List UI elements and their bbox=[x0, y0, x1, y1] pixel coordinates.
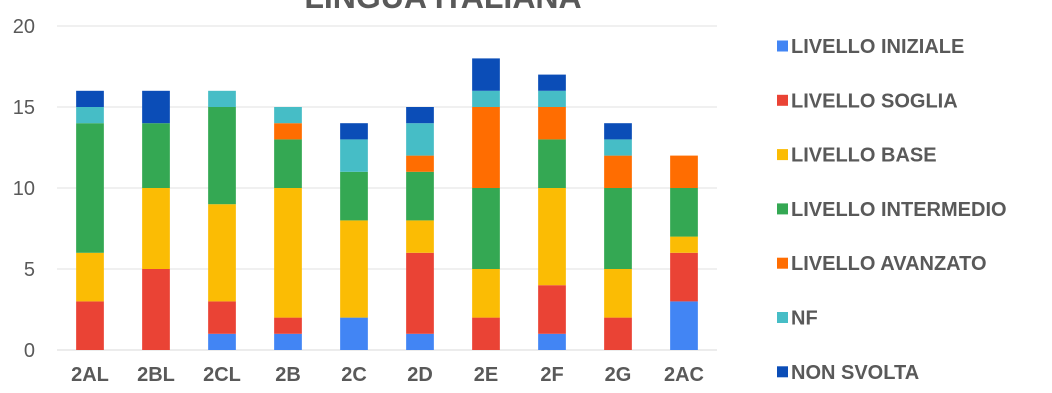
legend-swatch bbox=[777, 257, 788, 269]
legend-swatch bbox=[777, 94, 788, 106]
bar-segment bbox=[208, 107, 236, 205]
x-tick-label: 2E bbox=[474, 364, 498, 386]
x-axis-ticks: 2AL 2BL 2CL 2B 2C 2D 2E 2F 2G 2AC bbox=[71, 364, 704, 386]
y-tick-label: 5 bbox=[24, 259, 35, 281]
bar-segment bbox=[670, 236, 698, 253]
bar-segment bbox=[472, 188, 500, 269]
bar-segment bbox=[472, 58, 500, 91]
bar-segment bbox=[274, 188, 302, 318]
bar-segment bbox=[538, 188, 566, 286]
bar-segment bbox=[670, 155, 698, 188]
bar-segment bbox=[76, 123, 104, 253]
bar-segment bbox=[538, 333, 566, 350]
bar-segment bbox=[538, 285, 566, 334]
bar-segment bbox=[142, 269, 170, 350]
x-tick-label: 2F bbox=[540, 364, 563, 386]
bar-segment bbox=[406, 220, 434, 253]
y-tick-label: 15 bbox=[13, 97, 35, 119]
bar-segment bbox=[406, 171, 434, 221]
bar-segment bbox=[670, 301, 698, 350]
bar-segment bbox=[208, 333, 236, 350]
bar-segment bbox=[274, 139, 302, 188]
bar-segment bbox=[604, 188, 632, 269]
legend-swatch bbox=[777, 203, 788, 215]
bar-segment bbox=[142, 188, 170, 269]
chart-title: LINGUA ITALIANA bbox=[304, 0, 581, 15]
legend: LIVELLO INIZIALE LIVELLO SOGLIA LIVELLO BA… bbox=[777, 36, 1007, 384]
legend-swatch bbox=[777, 149, 788, 161]
x-tick-label: 2D bbox=[407, 364, 433, 386]
bar-segment bbox=[538, 139, 566, 188]
bar-segment bbox=[538, 90, 566, 107]
legend-label: LIVELLO INIZIALE bbox=[791, 36, 964, 58]
legend-label: NON SVOLTA bbox=[791, 362, 919, 384]
y-tick-label: 10 bbox=[13, 178, 35, 200]
x-tick-label: 2G bbox=[605, 364, 632, 386]
bar-segment bbox=[208, 301, 236, 334]
bar-segment bbox=[670, 252, 698, 302]
y-tick-label: 20 bbox=[13, 16, 35, 38]
x-tick-label: 2C bbox=[341, 364, 367, 386]
bar-segment bbox=[472, 90, 500, 107]
x-tick-label: 2B bbox=[275, 364, 301, 386]
bar-segment bbox=[76, 107, 104, 124]
x-tick-label: 2AL bbox=[71, 364, 109, 386]
bar-segment bbox=[76, 90, 104, 107]
bar-segment bbox=[406, 252, 434, 334]
bar-segment bbox=[604, 139, 632, 156]
bar-segment bbox=[406, 107, 434, 124]
bar-segment bbox=[142, 90, 170, 124]
bar-segment bbox=[604, 123, 632, 140]
legend-label: LIVELLO AVANZATO bbox=[791, 253, 987, 275]
bar-segment bbox=[274, 107, 302, 124]
legend-swatch bbox=[777, 312, 788, 323]
bar-segment bbox=[340, 220, 368, 318]
bar-segment bbox=[538, 107, 566, 140]
bar-segment bbox=[406, 333, 434, 350]
bar-segment bbox=[406, 155, 434, 172]
y-tick-label: 0 bbox=[24, 340, 35, 362]
legend-label: NF bbox=[791, 308, 818, 330]
bar-segment bbox=[604, 317, 632, 350]
bar-segment bbox=[274, 123, 302, 140]
x-tick-label: 2AC bbox=[664, 364, 704, 386]
y-axis-ticks: 0 5 10 15 20 bbox=[13, 16, 35, 362]
legend-label: LIVELLO INTERMEDIO bbox=[791, 199, 1007, 221]
x-tick-label: 2CL bbox=[203, 364, 241, 386]
bar-segment bbox=[472, 269, 500, 318]
bar-segment bbox=[76, 301, 104, 350]
bar-segment bbox=[142, 123, 170, 188]
legend-swatch bbox=[777, 40, 788, 52]
bar-segment bbox=[208, 204, 236, 302]
bars bbox=[76, 58, 698, 350]
bar-segment bbox=[274, 333, 302, 350]
bar-segment bbox=[340, 317, 368, 350]
bar-segment bbox=[340, 139, 368, 172]
bar-segment bbox=[670, 188, 698, 237]
bar-segment bbox=[604, 155, 632, 188]
legend-swatch bbox=[777, 366, 788, 378]
bar-segment bbox=[604, 269, 632, 318]
legend-label: LIVELLO SOGLIA bbox=[791, 90, 958, 112]
bar-segment bbox=[340, 123, 368, 140]
bar-segment bbox=[406, 123, 434, 156]
bar-segment bbox=[472, 317, 500, 350]
bar-segment bbox=[274, 317, 302, 334]
x-tick-label: 2BL bbox=[137, 364, 175, 386]
legend-label: LIVELLO BASE bbox=[791, 145, 937, 167]
bar-segment bbox=[340, 171, 368, 221]
bar-segment bbox=[208, 90, 236, 107]
bar-segment bbox=[538, 74, 566, 91]
bar-segment bbox=[472, 107, 500, 188]
bar-segment bbox=[76, 252, 104, 302]
